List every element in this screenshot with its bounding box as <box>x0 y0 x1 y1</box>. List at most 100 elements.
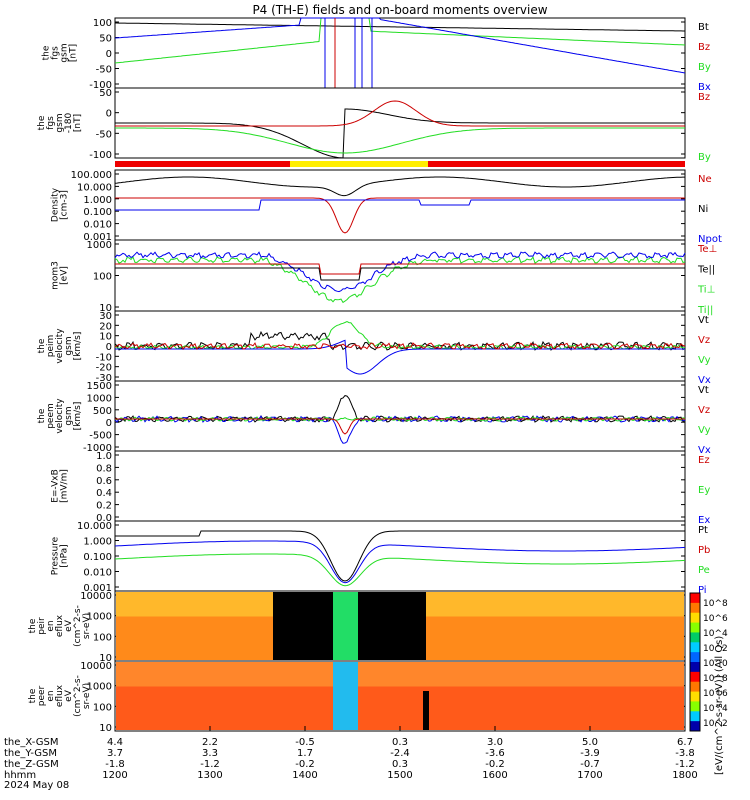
y-tick-label: 0.100 <box>83 207 112 218</box>
trace-bt2 <box>115 109 685 158</box>
legend-entry: Pe <box>698 565 710 576</box>
y-tick-label: 0 <box>106 109 112 120</box>
trace-ni <box>115 177 685 196</box>
panel-ylabel: [nPa] <box>60 544 70 567</box>
y-tick-label: 10000 <box>80 591 112 602</box>
y-tick-label: 0.010 <box>83 568 112 579</box>
trace-teperp <box>115 264 685 274</box>
x-axis-value: 1200 <box>102 770 127 781</box>
legend-entry: Vz <box>698 335 710 346</box>
panel-ylabel: [km/s] <box>73 402 83 431</box>
y-tick-label: 100 <box>93 272 112 283</box>
colorbar-segment <box>690 662 700 672</box>
panel-10: the peer en eflux eV (cm^2-s-sr-eV)1000010001… <box>28 661 685 734</box>
x-axis-value: 1400 <box>292 770 317 781</box>
panel-8: Pressure [nPa]10.0001.0000.1000.0100.001P… <box>51 521 711 596</box>
panel-ylabel: [nT] <box>73 114 83 132</box>
panel-ylabel: [mV/m] <box>60 469 70 503</box>
x-axis-value: -3.9 <box>580 748 600 759</box>
trace-pi <box>115 541 685 583</box>
legend-entry: Pb <box>698 545 710 556</box>
legend-entry: By <box>698 152 711 163</box>
y-tick-label: 1000 <box>87 393 112 404</box>
y-tick-label: 10 <box>99 723 112 734</box>
legend-entry: Vz <box>698 405 710 416</box>
spectrogram-gap <box>423 691 429 730</box>
x-axis-value: -3.6 <box>485 748 505 759</box>
x-axis-value: 2.2 <box>202 737 218 748</box>
x-axis-labels: the_X-GSM 4.4 2.2 -0.5 0.3 3.0 5.0 6.7the_Y-GSM… <box>4 726 698 781</box>
x-axis-value: 1700 <box>577 770 602 781</box>
colorbar-segment <box>690 701 700 711</box>
spectrogram-band <box>116 662 684 687</box>
legend-entry: Vt <box>698 315 709 326</box>
panel-frame <box>115 170 685 240</box>
x-axis-value: -3.8 <box>675 748 695 759</box>
panel-2: the fgs gsm -180 [nT]500-50-100BzBy <box>37 88 711 163</box>
panel-ylabel: [km/s] <box>73 332 83 361</box>
y-tick-label: -50 <box>96 65 112 76</box>
x-axis-value: 1800 <box>672 770 697 781</box>
y-tick-label: 100 <box>93 18 112 29</box>
y-tick-label: 0.2 <box>96 501 112 512</box>
trace-by2 <box>115 128 685 153</box>
spectrogram-sheath-region <box>333 592 358 660</box>
legend-entry: Vt <box>698 385 709 396</box>
trace-bt <box>115 23 685 31</box>
y-tick-label: 100 <box>93 632 112 643</box>
x-axis-value: 3.0 <box>487 737 503 748</box>
colorbar-segment <box>690 721 700 731</box>
colorbar-segment <box>690 642 700 652</box>
y-tick-label: 50 <box>99 88 112 99</box>
colorbar-segment <box>690 672 700 682</box>
y-tick-label: 1.0 <box>96 451 112 462</box>
panel-1: the fgs gsm [nT] 100 50 0 -50 -100 Bt Bz By Bx <box>42 18 711 93</box>
y-tick-label: 10.000 <box>77 182 112 193</box>
x-axis-value: -0.5 <box>295 737 315 748</box>
y-tick-label: 0 <box>106 418 112 429</box>
colorbar-segment <box>690 603 700 613</box>
x-axis-value: 3.3 <box>202 748 218 759</box>
y-tick-label: -50 <box>96 129 112 140</box>
trace-bx <box>115 18 685 73</box>
legend-entry: Te⊥ <box>697 244 717 255</box>
panel-ylabel: [cm-3] <box>60 190 70 220</box>
x-axis-value: -1.8 <box>105 759 125 770</box>
panel-9: the peir en eflux eV (cm^2-s-sr-eV)1000010001… <box>28 591 685 664</box>
panel-ylabel: [nT] <box>69 44 79 62</box>
legend-entry: Vy <box>698 355 711 366</box>
plot-title: P4 (TH-E) fields and on-board moments ov… <box>252 3 547 17</box>
y-tick-label: 100 <box>93 702 112 713</box>
legend-entry: Bz <box>698 42 710 53</box>
y-tick-label: 0 <box>106 49 112 60</box>
colorbar-tick: 10^8 <box>703 599 728 609</box>
panel-ylabel: [eV] <box>60 266 70 285</box>
panel-6: the peem velocity gsm [km/s]150010005000-500… <box>37 381 711 456</box>
legend-entry: Ey <box>698 485 710 496</box>
x-axis-row-label: the_Y-GSM <box>4 748 57 759</box>
trace-by <box>115 18 685 63</box>
panel-frame <box>115 381 685 451</box>
x-axis-value: -0.2 <box>485 759 505 770</box>
x-axis-value: 1.7 <box>297 748 313 759</box>
x-axis-value: -2.4 <box>390 748 410 759</box>
panel-frame <box>115 18 685 88</box>
y-tick-label: 1.000 <box>83 537 112 548</box>
y-tick-label: -500 <box>89 431 112 442</box>
colorbar-segment <box>690 692 700 702</box>
x-axis-value: -0.2 <box>295 759 315 770</box>
trace-npot <box>115 200 685 210</box>
x-axis-value: 1500 <box>387 770 412 781</box>
legend-entry: Ne <box>698 174 712 185</box>
legend-entry: Ti⊥ <box>697 285 715 296</box>
x-axis-value: 3.7 <box>107 748 123 759</box>
legend-entry: Bz <box>698 92 710 103</box>
x-axis-value: -0.7 <box>580 759 600 770</box>
colorbar-label: [eV/(cm^2-s-sr-eV)] (All Qs) <box>714 636 725 775</box>
trace-ne <box>115 198 685 233</box>
x-axis-value: -1.2 <box>675 759 695 770</box>
y-tick-label: 10.000 <box>77 521 112 532</box>
x-axis-value: 1600 <box>482 770 507 781</box>
